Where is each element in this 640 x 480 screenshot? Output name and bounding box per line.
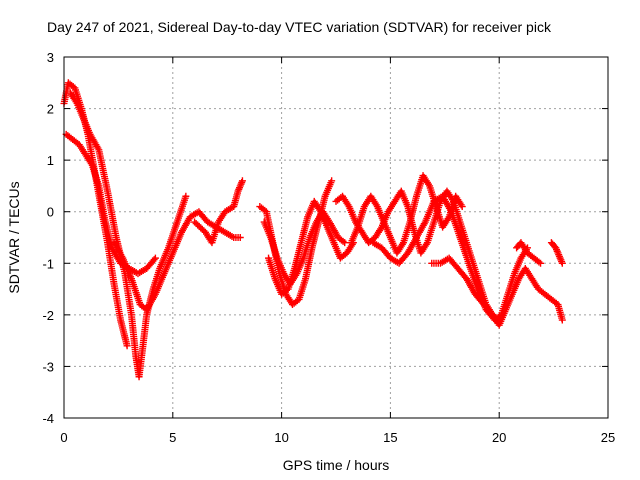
grid-lines — [63, 56, 609, 419]
x-tick-label: 20 — [492, 430, 506, 445]
series-track-l — [428, 254, 566, 329]
series-track-e — [191, 177, 246, 247]
series-track-f — [256, 177, 336, 309]
data-point — [339, 237, 347, 245]
y-axis-label: SDTVAR / TECUs — [6, 181, 22, 293]
data-point — [341, 239, 349, 247]
y-tick-label: 0 — [47, 205, 54, 220]
data-point — [458, 203, 466, 211]
x-tick-label: 10 — [274, 430, 288, 445]
data-markers — [60, 79, 566, 381]
data-point — [182, 192, 190, 200]
data-point — [150, 256, 158, 264]
tick-labels: 0 5 10 15 20 25 -4 -3 -2 -1 0 1 2 3 — [42, 50, 615, 445]
data-point — [236, 234, 244, 241]
data-point — [238, 177, 246, 185]
series-track-b — [62, 130, 159, 278]
data-point — [558, 316, 566, 324]
chart-title: Day 247 of 2021, Sidereal Day-to-day VTE… — [47, 19, 552, 35]
data-point — [151, 254, 159, 262]
y-tick-label: -2 — [42, 308, 54, 323]
series-track-h — [265, 197, 357, 298]
data-point — [328, 177, 336, 185]
x-axis-label: GPS time / hours — [283, 457, 390, 473]
series-track-c — [67, 89, 190, 381]
series-track-n — [547, 239, 566, 267]
y-tick-label: 3 — [47, 50, 54, 65]
y-tick-label: -1 — [42, 256, 54, 271]
data-point — [123, 342, 131, 350]
data-point — [537, 259, 545, 267]
data-point — [535, 258, 543, 266]
x-tick-label: 25 — [601, 430, 615, 445]
x-tick-label: 0 — [60, 430, 67, 445]
plot-frame — [63, 56, 609, 419]
series-track-i — [332, 187, 503, 324]
y-tick-label: 1 — [47, 153, 54, 168]
series-track-a — [60, 79, 131, 350]
y-tick-label: -3 — [42, 359, 54, 374]
x-tick-label: 15 — [383, 430, 397, 445]
data-point — [558, 259, 566, 267]
y-tick-label: 2 — [47, 102, 54, 117]
x-tick-label: 5 — [169, 430, 176, 445]
series-track-m — [513, 239, 545, 267]
y-tick-label: -4 — [42, 411, 54, 426]
